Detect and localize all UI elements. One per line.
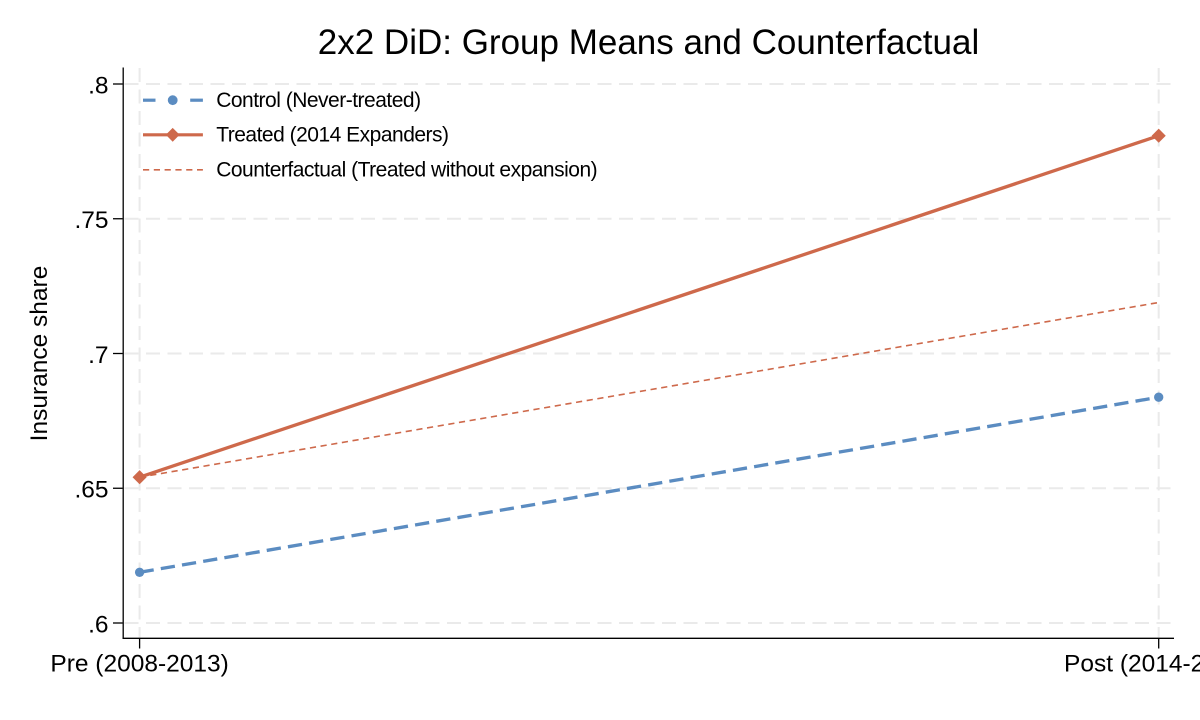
svg-text:Treated (2014 Expanders): Treated (2014 Expanders) <box>216 124 448 147</box>
svg-text:.6: .6 <box>88 611 108 638</box>
svg-text:Post (2014-2019): Post (2014-2019) <box>1064 650 1200 677</box>
svg-text:.65: .65 <box>74 477 108 504</box>
svg-text:Insurance share: Insurance share <box>26 266 53 442</box>
svg-text:.7: .7 <box>88 342 108 369</box>
svg-text:Control (Never-treated): Control (Never-treated) <box>216 89 420 112</box>
svg-text:.75: .75 <box>74 207 108 234</box>
svg-text:2x2 DiD: Group Means and Count: 2x2 DiD: Group Means and Counterfactual <box>318 23 979 62</box>
svg-text:Pre (2008-2013): Pre (2008-2013) <box>50 650 228 677</box>
svg-text:Counterfactual (Treated withou: Counterfactual (Treated without expansio… <box>216 159 597 182</box>
svg-text:.8: .8 <box>88 72 108 99</box>
